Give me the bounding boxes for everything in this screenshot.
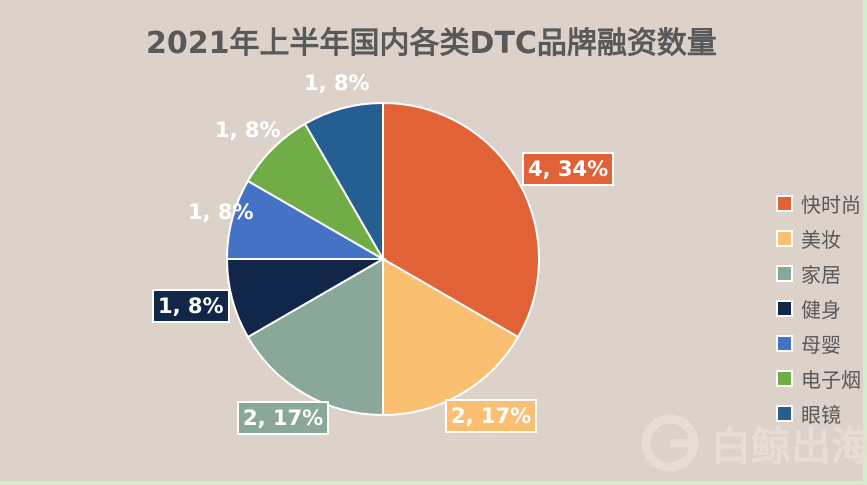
legend-swatch [776, 195, 793, 212]
legend-label: 美妆 [801, 228, 841, 252]
legend-item: 快时尚 [776, 186, 861, 221]
legend-swatch [776, 335, 793, 352]
legend-item: 母婴 [776, 326, 861, 361]
legend-label: 母婴 [801, 333, 841, 357]
data-label: 4, 34% [522, 152, 615, 186]
legend-item: 眼镜 [776, 396, 861, 431]
legend-swatch [776, 370, 793, 387]
data-label: 1, 8% [215, 118, 281, 142]
legend-item: 电子烟 [776, 361, 861, 396]
legend-label: 家居 [801, 263, 841, 287]
legend-label: 快时尚 [801, 193, 861, 217]
svg-text:白鲸出海: 白鲸出海 [711, 424, 866, 470]
pie-slice [382, 257, 520, 417]
legend-item: 家居 [776, 256, 861, 291]
watermark-logo: 白鲸出海 [641, 414, 866, 472]
data-label: 1, 8% [152, 289, 230, 323]
data-label: 2, 17% [445, 399, 538, 433]
legend-swatch [776, 405, 793, 422]
legend-item: 美妆 [776, 221, 861, 256]
legend-label: 健身 [801, 298, 841, 322]
legend-swatch [776, 300, 793, 317]
pie-slice [382, 101, 540, 339]
data-label: 1, 8% [304, 71, 370, 95]
legend: 快时尚美妆家居健身母婴电子烟眼镜 [776, 186, 861, 431]
legend-item: 健身 [776, 291, 861, 326]
pie-slice [246, 257, 384, 417]
chart-title: 2021年上半年国内各类DTC品牌融资数量 [146, 26, 717, 61]
legend-swatch [776, 265, 793, 282]
legend-swatch [776, 230, 793, 247]
legend-label: 电子烟 [801, 368, 861, 392]
legend-label: 眼镜 [801, 403, 841, 427]
pie-slice [303, 101, 384, 263]
data-label: 2, 17% [237, 401, 330, 435]
data-label: 1, 8% [188, 200, 254, 224]
